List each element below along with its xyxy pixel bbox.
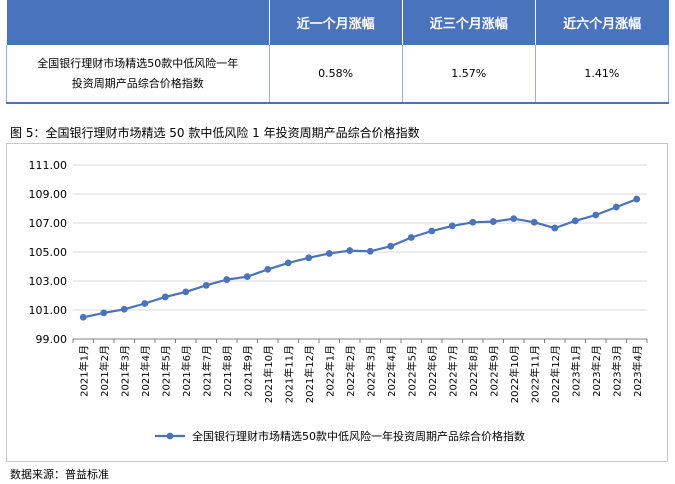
x-tick-label: 2021年7月 xyxy=(200,345,213,397)
data-point xyxy=(633,195,641,203)
data-point xyxy=(551,224,559,232)
x-tick-label: 2021年9月 xyxy=(241,345,254,397)
data-point xyxy=(264,266,272,273)
series-line xyxy=(83,198,638,319)
data-point xyxy=(223,276,231,283)
x-tick-label: 2022年3月 xyxy=(364,345,377,397)
x-tick-label: 2022年8月 xyxy=(467,345,480,397)
data-point xyxy=(161,293,169,301)
summary-header-row: 近一个月涨幅 近三个月涨幅 近六个月涨幅 xyxy=(6,0,669,45)
data-point xyxy=(469,218,477,226)
y-tick-label: 105.00 xyxy=(29,246,68,259)
summary-table: 近一个月涨幅 近三个月涨幅 近六个月涨幅 全国银行理财市场精选50款中低风险一年… xyxy=(6,0,670,104)
x-tick-label: 2023年1月 xyxy=(569,345,582,397)
summary-value-3m: 1.57% xyxy=(402,45,536,104)
x-tick-label: 2021年6月 xyxy=(180,345,193,397)
summary-index-name-line2: 投资周期产品综合价格指数 xyxy=(71,76,204,90)
data-point xyxy=(243,273,251,281)
x-tick-label: 2023年2月 xyxy=(590,345,603,397)
y-tick-label: 99.00 xyxy=(36,333,68,346)
x-tick-label: 2022年1月 xyxy=(323,345,336,397)
summary-header-1m: 近一个月涨幅 xyxy=(268,0,403,45)
summary-value-6m: 1.41% xyxy=(535,45,670,104)
legend-label: 全国银行理财市场精选50款中低风险一年投资周期产品综合价格指数 xyxy=(192,429,525,443)
x-tick-label: 2022年11月 xyxy=(528,345,541,403)
summary-value-1m: 0.58% xyxy=(269,45,403,104)
data-point xyxy=(448,222,456,230)
summary-data-row: 全国银行理财市场精选50款中低风险一年 投资周期产品综合价格指数 0.58% 1… xyxy=(6,45,670,104)
y-tick-label: 111.00 xyxy=(29,159,68,172)
data-point xyxy=(489,218,497,225)
x-tick-label: 2021年3月 xyxy=(118,345,131,397)
y-tick-label: 103.00 xyxy=(29,275,68,288)
data-point xyxy=(202,281,210,289)
data-point xyxy=(612,203,620,211)
data-point xyxy=(325,250,333,257)
data-point xyxy=(284,259,292,267)
x-tick-label: 2022年12月 xyxy=(549,345,562,403)
legend-marker xyxy=(166,432,174,440)
x-tick-label: 2023年3月 xyxy=(610,345,623,397)
y-tick-label: 109.00 xyxy=(29,188,68,201)
data-point xyxy=(120,305,128,313)
x-tick-label: 2021年8月 xyxy=(221,345,234,397)
data-point xyxy=(407,234,415,241)
x-tick-label: 2022年9月 xyxy=(487,345,500,397)
data-point xyxy=(79,313,87,321)
x-tick-label: 2021年12月 xyxy=(303,345,316,403)
x-tick-label: 2022年6月 xyxy=(426,345,439,397)
chart-frame: 99.00 101.00 103.00 105.00 107.00 109.00 111.0… xyxy=(6,143,668,462)
x-tick-label: 2022年5月 xyxy=(405,345,418,397)
data-point xyxy=(346,247,354,254)
data-point xyxy=(592,211,600,219)
data-point xyxy=(305,254,313,262)
data-point xyxy=(100,309,108,317)
summary-index-name: 全国银行理财市场精选50款中低风险一年 投资周期产品综合价格指数 xyxy=(6,45,270,104)
figure-title: 图 5：全国银行理财市场精选 50 款中低风险 1 年投资周期产品综合价格指数 xyxy=(10,126,420,140)
data-point xyxy=(182,288,190,296)
x-tick-label: 2022年4月 xyxy=(385,345,398,397)
x-tick-label: 2021年2月 xyxy=(98,345,111,397)
x-tick-label: 2021年11月 xyxy=(282,345,295,403)
line-chart: 99.00 101.00 103.00 105.00 107.00 109.00 111.0… xyxy=(29,159,648,443)
source-note: 数据来源：普益标准 xyxy=(10,468,109,481)
summary-header-3m: 近三个月涨幅 xyxy=(401,0,536,45)
x-tick-label: 2021年4月 xyxy=(139,345,152,397)
x-tick-label: 2022年7月 xyxy=(446,345,459,397)
x-tick-label: 2022年10月 xyxy=(508,345,521,403)
data-point xyxy=(530,218,538,226)
y-tick-label: 101.00 xyxy=(29,304,68,317)
data-point xyxy=(510,215,518,223)
data-point xyxy=(141,300,149,307)
x-tick-label: 2022年2月 xyxy=(344,345,357,397)
data-point xyxy=(571,217,579,225)
data-point xyxy=(387,242,395,250)
y-tick-label: 107.00 xyxy=(29,217,68,230)
summary-index-name-line1: 全国银行理财市场精选50款中低风险一年 xyxy=(37,56,239,70)
summary-header-6m: 近六个月涨幅 xyxy=(534,0,669,45)
summary-header-blank xyxy=(6,0,269,45)
data-point xyxy=(428,227,436,235)
x-tick-label: 2021年1月 xyxy=(77,345,90,397)
x-tick-label: 2021年5月 xyxy=(159,345,172,397)
x-tick-label: 2023年4月 xyxy=(631,345,644,397)
x-tick-label: 2021年10月 xyxy=(262,345,275,403)
data-point xyxy=(366,247,374,255)
